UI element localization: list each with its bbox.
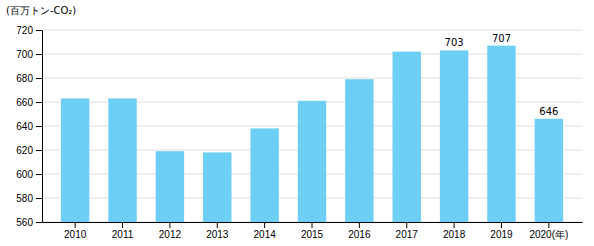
y-axis-line [42,31,43,223]
y-tick: 680 [16,73,42,84]
y-label: (百万トン-CO₂) [6,5,76,16]
y-tick-label: 660 [16,97,33,108]
bar [108,98,136,222]
bar [535,119,563,222]
x-tick-mark [75,222,76,228]
x-tick-label: 2016 [348,229,371,240]
y-tick: 660 [16,97,42,108]
x-tick: 2011 [112,222,134,240]
y-tick-mark [36,150,42,151]
x-tick-label: 2014 [254,229,277,240]
x-tick: 2016 [348,222,371,240]
x-tick-label: 2018 [443,229,466,240]
x-tick-mark [169,222,170,228]
x-tick-mark [217,222,218,228]
x-tick: 2017 [396,222,419,240]
y-tick-mark [36,30,42,31]
x-tick-mark [312,222,313,228]
y-tick-label: 620 [16,145,33,156]
x-axis: 2010 2011 2012 2013 2014 2015 2016 2017 2018 2019… [43,222,583,240]
y-tick: 600 [16,169,42,180]
x-tick-mark [454,222,455,228]
y-tick: 720 [16,25,42,36]
x-tick-mark [406,222,407,228]
x-tick-label: 2017 [396,229,419,240]
y-tick-label: 680 [16,73,33,84]
x-tick: 2014 [254,222,277,240]
x-tick-mark [359,222,360,228]
bar [250,128,278,222]
plot: 5605806006206406606807007202010201120122… [16,25,582,240]
y-tick-label: 640 [16,121,33,132]
x-tick: 2019 [490,222,513,240]
x-tick-label: 2013 [206,229,229,240]
bar [345,79,373,222]
bar [487,46,515,222]
y-tick: 640 [16,121,42,132]
grid-line [42,30,582,31]
y-tick-label: 700 [16,49,33,60]
x-tick: 2012 [159,222,182,240]
bar [440,50,468,222]
y-tick-label: 560 [16,217,33,228]
x-tick: 2018 [443,222,466,240]
y-axis: 560 580 600 620 640 660 680 700 720 [16,25,42,228]
x-tick-mark [264,222,265,228]
annotations: 703 707 646 [445,33,559,117]
annotation: 646 [539,106,558,117]
y-tick-label: 600 [16,169,33,180]
x-tick: 2020(年) [529,222,568,240]
x-tick-label: 2010 [64,229,87,240]
y-tick-mark [36,78,42,79]
y-tick-mark [36,222,42,223]
x-tick-label: 2015 [301,229,324,240]
annotation: 707 [492,33,511,44]
y-tick-label: 580 [16,193,33,204]
y-tick: 560 [16,217,42,228]
y-tick: 580 [16,193,42,204]
y-tick: 620 [16,145,42,156]
x-tick-mark [122,222,123,228]
x-tick: 2015 [301,222,324,240]
y-tick-mark [36,102,42,103]
chart: 5605806006206406606807007202010201120122… [0,0,594,246]
x-tick-label: 2019 [490,229,513,240]
bars [61,46,563,222]
y-tick-mark [36,198,42,199]
x-tick: 2010 [64,222,87,240]
bar [298,101,326,222]
x-tick-mark [501,222,502,228]
x-tick-label: 2011 [112,229,134,240]
x-tick: 2013 [206,222,229,240]
y-tick-mark [36,54,42,55]
bar [203,152,231,222]
y-tick-mark [36,126,42,127]
grid [42,30,582,222]
y-tick-label: 720 [16,25,33,36]
x-tick-label: 2020(年) [529,229,568,240]
x-tick-mark [548,222,549,228]
y-tick: 700 [16,49,42,60]
y-tick-mark [36,174,42,175]
bar [61,98,89,222]
annotation: 703 [445,37,464,48]
x-tick-label: 2012 [159,229,182,240]
bar [156,151,184,222]
bar [393,52,421,222]
